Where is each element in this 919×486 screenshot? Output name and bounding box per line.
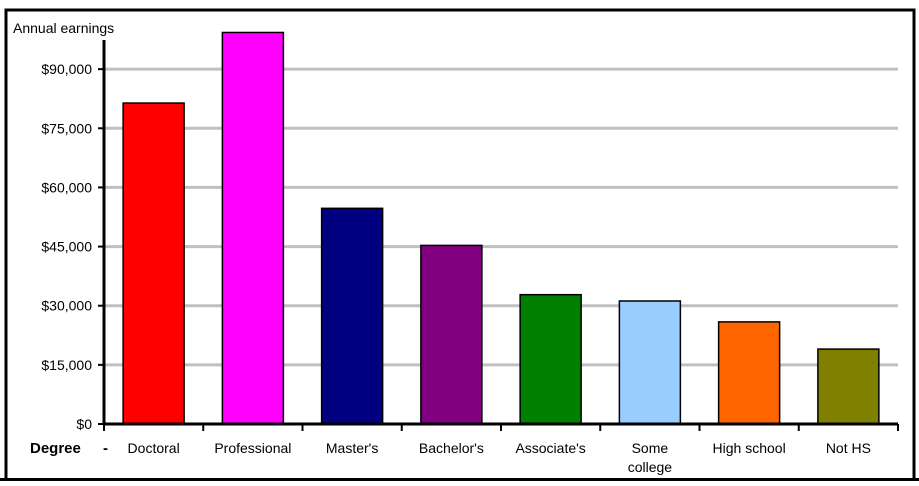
bar [420,244,483,425]
x-tick-label: Some [632,440,669,456]
bar [519,293,582,425]
x-tick-label: Not HS [826,440,871,456]
x-tick-label: Associate's [515,440,585,456]
x-tick-label: Doctoral [128,440,180,456]
y-tick-label: $90,000 [41,61,92,77]
bar [618,300,682,425]
y-tick-label: $60,000 [41,179,92,195]
bar [817,348,880,425]
bar [717,321,781,425]
y-tick-label: $30,000 [41,298,92,314]
x-axis-title: Degree [30,440,81,457]
bar [221,31,285,425]
bar [122,102,185,425]
chart-border [4,8,916,481]
y-tick-label: $0 [76,416,92,432]
y-tick-label: $75,000 [41,120,92,136]
x-axis-title-suffix: - [103,440,108,457]
y-axis-title: Annual earnings [13,20,114,36]
y-tick-label: $15,000 [41,357,92,373]
x-tick-label: Bachelor's [419,440,484,456]
bars [122,31,880,425]
bar [320,207,384,425]
x-tick-label: college [628,459,673,475]
y-tick-label: $45,000 [41,239,92,255]
x-tick-label: High school [713,440,786,456]
x-tick-label: Professional [214,440,291,456]
chart-border-bottom [0,478,919,481]
axes [98,40,899,431]
labels: $0 $15,000 $30,000 $45,000 $60,000 $75,000 $90… [41,61,871,475]
x-tick-label: Master's [326,440,378,456]
